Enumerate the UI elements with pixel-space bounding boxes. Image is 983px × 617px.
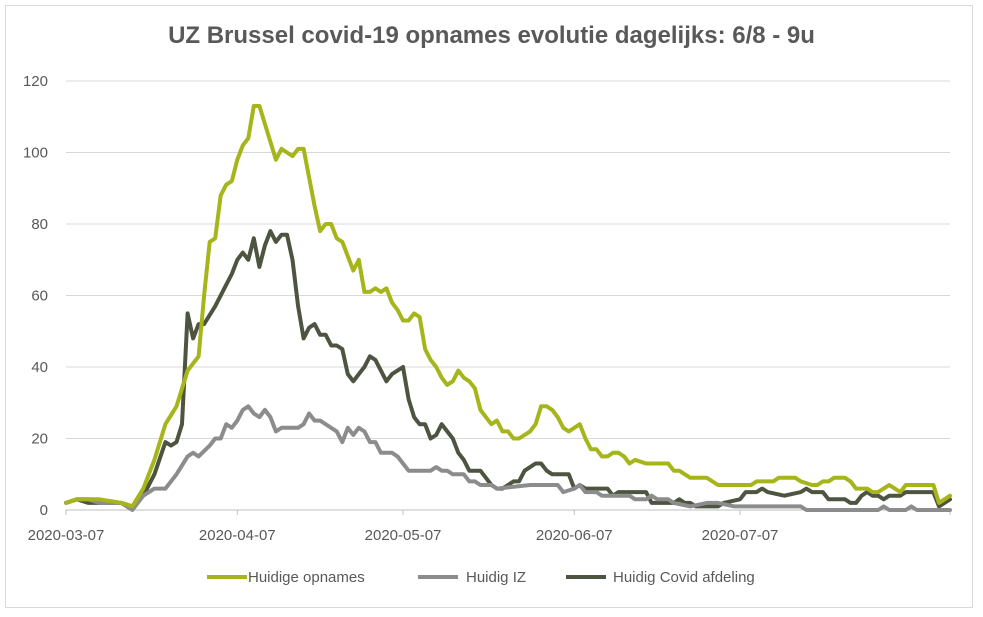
series-lines [64,104,952,512]
x-tick-label: 2020-03-07 [28,527,105,544]
legend-label: Huidig Covid afdeling [613,569,755,586]
x-tick-label: 2020-04-07 [199,527,276,544]
legend-label: Huidige opnames [248,569,365,586]
x-tick-label: 2020-05-07 [365,527,442,544]
series-line-2 [64,404,952,512]
y-tick-label: 40 [31,359,48,376]
y-tick-label: 120 [23,73,48,90]
x-tick-label: 2020-07-07 [702,527,779,544]
chart-area [5,5,973,608]
gridlines [66,80,950,439]
x-tick-label: 2020-06-07 [536,527,613,544]
series-line-3 [64,229,952,509]
series-line-1 [64,104,952,509]
y-tick-label: 0 [40,502,48,519]
y-tick-label: 60 [31,288,48,305]
legend-label: Huidig IZ [466,569,526,586]
chart-title: UZ Brussel covid-19 opnames evolutie dag… [168,22,815,49]
y-axis-ticks: 0 20 40 60 80 100 120 [23,73,48,519]
y-tick-label: 20 [31,431,48,448]
y-tick-label: 80 [31,216,48,233]
y-tick-label: 100 [23,145,48,162]
legend: Huidige opnames Huidig IZ Huidig Covid afd… [207,569,755,586]
x-axis: 2020-03-07 2020-04-07 2020-05-07 2020-06-07… [28,509,951,544]
